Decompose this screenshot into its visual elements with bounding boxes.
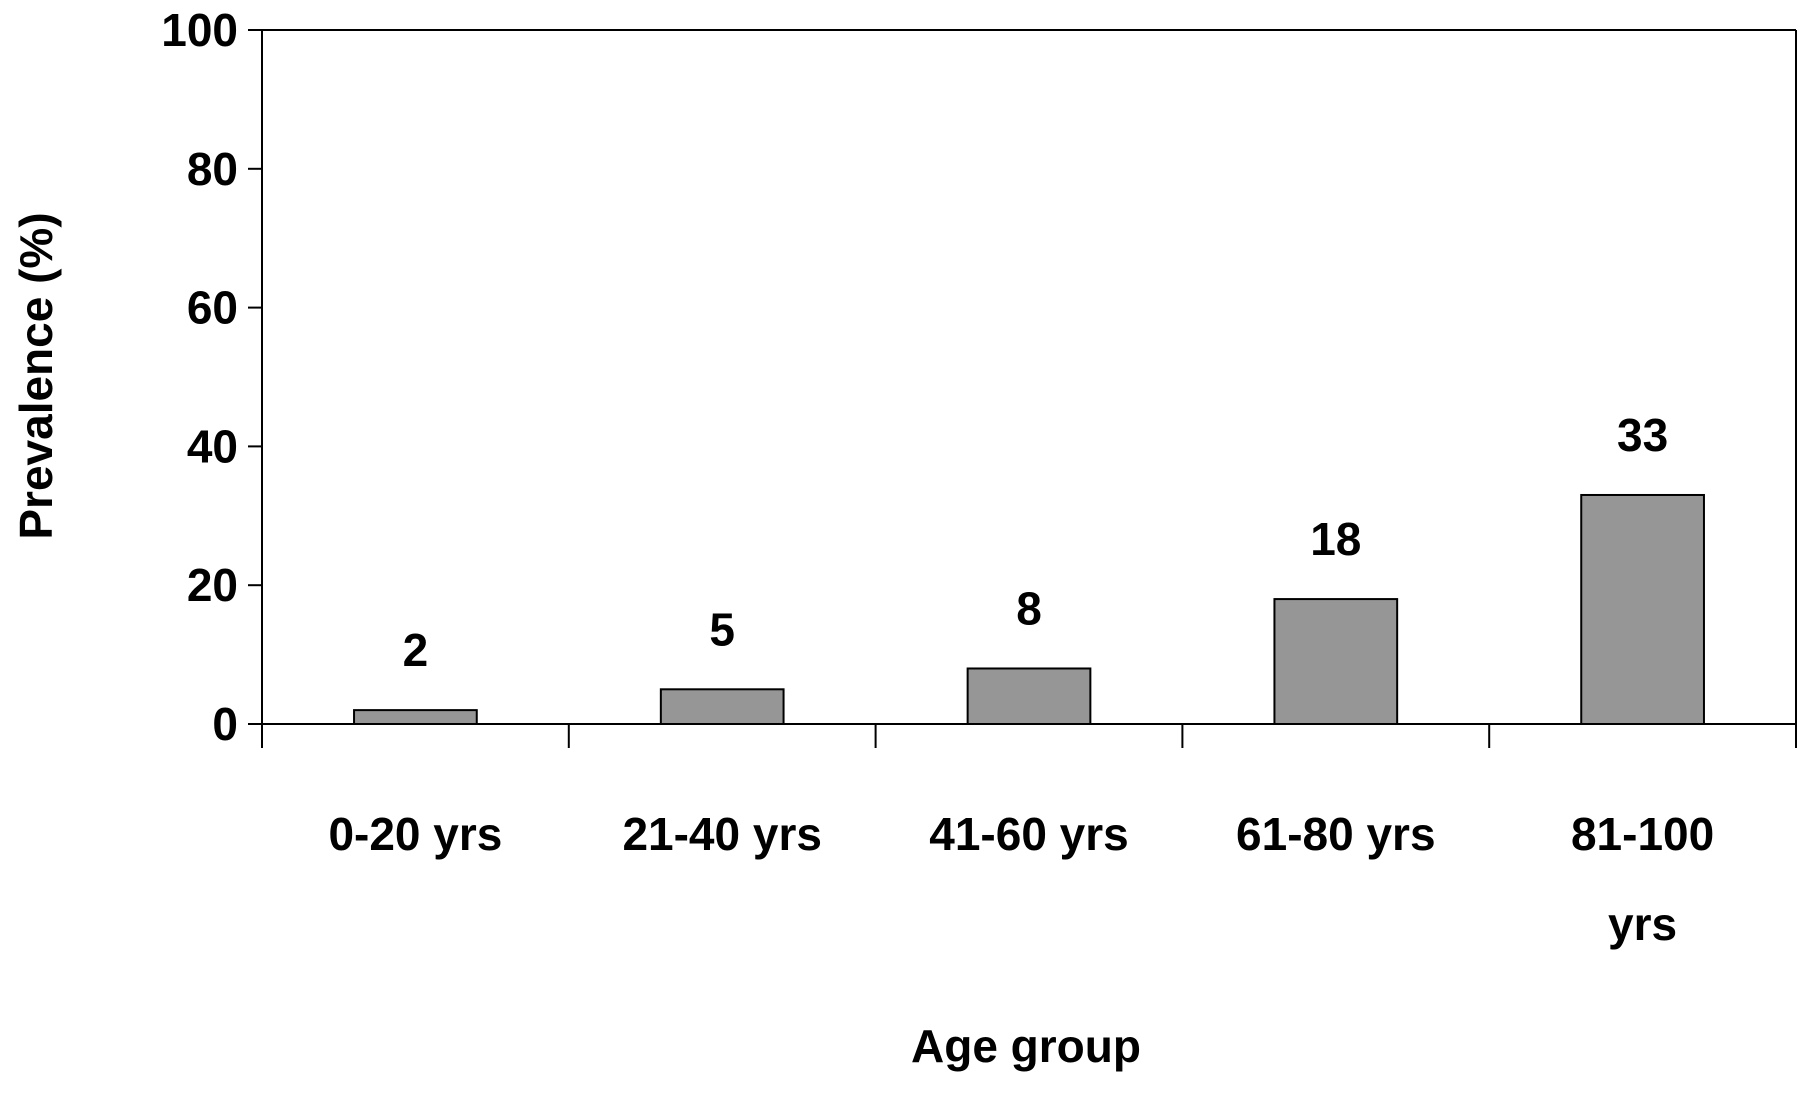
x-category-label: yrs: [1608, 898, 1677, 950]
bar: [1580, 493, 1705, 726]
bar-value-label: 33: [1617, 409, 1668, 461]
bar: [966, 667, 1092, 725]
y-tick-label: 0: [212, 698, 238, 750]
x-axis-category-labels: 0-20 yrs 21-40 yrs 41-60 yrs 61-80 yrs 81-10…: [328, 808, 1714, 950]
y-tick-label: 100: [161, 4, 238, 56]
bar-value-label: 2: [403, 624, 429, 676]
x-category-label: 0-20 yrs: [328, 808, 502, 860]
x-axis-ticks: [567, 724, 1491, 748]
bar-value-label: 18: [1310, 513, 1361, 565]
bar: [353, 709, 478, 725]
x-category-label: 21-40 yrs: [622, 808, 822, 860]
bars: [353, 493, 1705, 726]
y-tick-label: 20: [187, 559, 238, 611]
y-axis-ticks: 0 20 40 60 80 100: [161, 4, 262, 750]
bar-data-labels: 2 5 8 18 33: [403, 409, 1669, 676]
x-category-label: 61-80 yrs: [1236, 808, 1436, 860]
x-category-label: 81-100: [1571, 808, 1714, 860]
bar-value-label: 5: [709, 603, 735, 655]
y-axis-title: Prevalence (%): [10, 212, 62, 539]
y-tick-label: 40: [187, 420, 238, 472]
x-category-label: 41-60 yrs: [929, 808, 1129, 860]
bar-value-label: 8: [1016, 582, 1042, 634]
y-tick-label: 60: [187, 282, 238, 334]
bar: [1273, 598, 1399, 726]
bar: [659, 688, 785, 725]
x-axis-title: Age group: [911, 1020, 1141, 1072]
y-tick-label: 80: [187, 143, 238, 195]
